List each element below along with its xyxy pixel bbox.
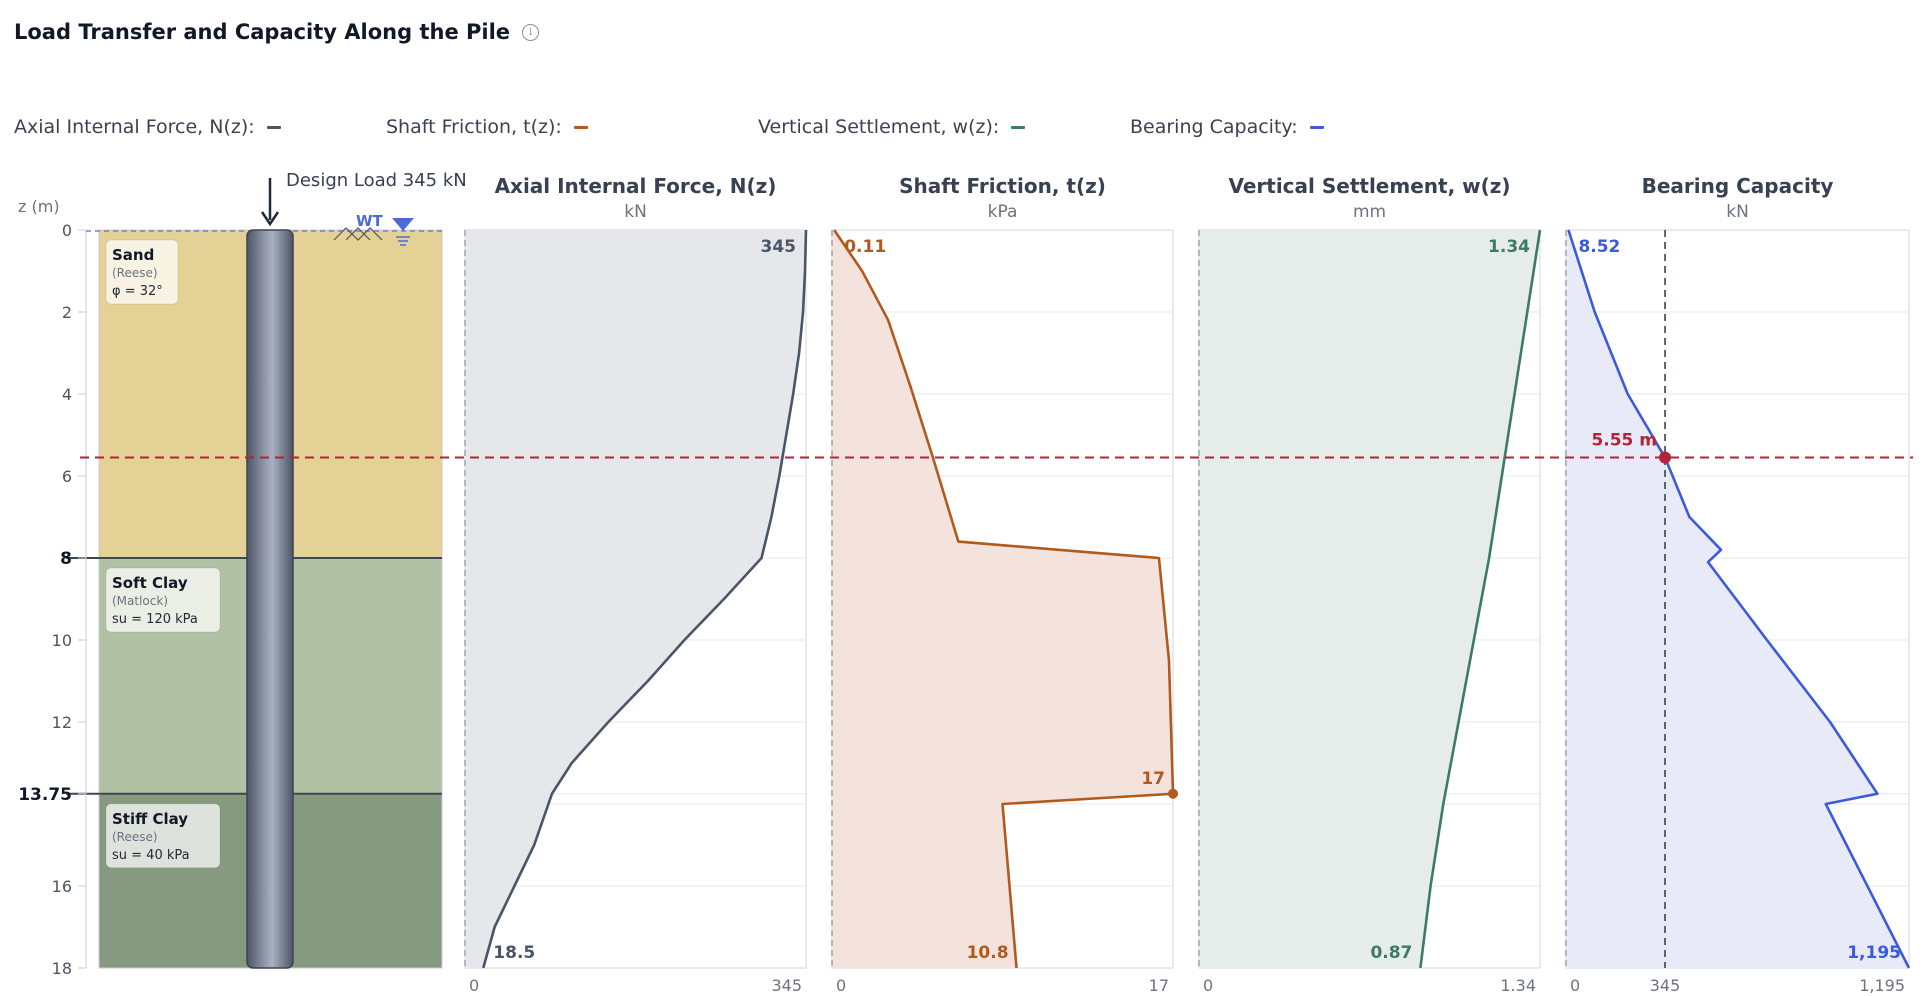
water-table-label: WT	[356, 212, 384, 230]
design-load-label: Design Load 345 kN	[286, 170, 467, 191]
legend-label: Bearing Capacity:	[1130, 116, 1298, 138]
depth-axis-label: z (m)	[18, 197, 60, 216]
series-line	[833, 229, 1175, 969]
panel-title: Axial Internal Force, N(z)	[495, 174, 777, 198]
depth-tick-label: 6	[62, 467, 72, 486]
depth-tick-label: 16	[52, 877, 72, 896]
layer-name: Stiff Clay	[112, 810, 188, 828]
legend: Axial Internal Force, N(z): Shaft Fricti…	[14, 116, 1324, 138]
legend-swatch	[1309, 125, 1324, 129]
series-line	[482, 229, 808, 969]
layer-param: su = 120 kPa	[112, 612, 198, 627]
x-tick-label: 345	[1650, 976, 1681, 995]
critical-depth-marker	[1659, 451, 1672, 464]
x-tick-label: 345	[771, 976, 802, 995]
water-table-icon	[392, 218, 414, 231]
series-data-label: 8.52	[1578, 237, 1620, 257]
legend-item-axial[interactable]: Axial Internal Force, N(z):	[14, 116, 386, 138]
layer-name: Soft Clay	[112, 574, 188, 592]
panel-title: Bearing Capacity	[1642, 174, 1834, 198]
x-tick-label: 1.34	[1500, 976, 1536, 995]
panel-unit: kN	[624, 202, 647, 222]
layer-model: (Reese)	[112, 266, 158, 280]
series-line	[1567, 229, 1911, 969]
layer-card-bg	[105, 803, 221, 869]
series-data-label: 345	[761, 237, 797, 257]
peak-marker	[1168, 788, 1178, 799]
legend-item-shaft[interactable]: Shaft Friction, t(z):	[386, 116, 758, 138]
info-icon[interactable]: i	[522, 23, 540, 41]
layer-model: (Reese)	[112, 830, 158, 844]
series-area	[465, 230, 806, 968]
legend-label: Axial Internal Force, N(z):	[14, 116, 255, 138]
x-tick-label: 1,195	[1859, 976, 1905, 995]
series-data-label: 0.11	[844, 237, 886, 257]
panel-unit: mm	[1353, 202, 1386, 222]
depth-tick-label: 12	[52, 713, 72, 732]
layer-card-bg	[105, 239, 179, 305]
critical-depth-label: 5.55 m	[1591, 431, 1657, 451]
depth-tick-label: 0	[62, 221, 72, 240]
layer-info-card: Sand (Reese) φ = 32°	[105, 239, 179, 305]
depth-tick-label: 18	[52, 959, 72, 978]
legend-label: Shaft Friction, t(z):	[386, 116, 562, 138]
panel-unit: kPa	[988, 202, 1018, 222]
legend-swatch	[573, 125, 588, 129]
layer-param: su = 40 kPa	[112, 848, 190, 863]
x-tick-label: 0	[469, 976, 479, 995]
series-data-label: 1,195	[1847, 943, 1901, 963]
title-row: Load Transfer and Capacity Along the Pil…	[14, 20, 540, 44]
ground-hatch-icon	[345, 227, 371, 241]
layer-model: (Matlock)	[112, 594, 168, 608]
panel-unit: kN	[1726, 202, 1749, 222]
legend-label: Vertical Settlement, w(z):	[758, 116, 1000, 138]
x-tick-label: 17	[1149, 976, 1169, 995]
depth-tick-label: 13.75	[18, 785, 72, 805]
series-data-label: 18.5	[493, 943, 535, 963]
series-area	[1566, 230, 1909, 968]
series-data-label: 17	[1141, 769, 1165, 789]
legend-swatch	[1011, 125, 1026, 129]
layer-info-card: Stiff Clay (Reese) su = 40 kPa	[105, 803, 221, 869]
chart-panel: Axial Internal Force, N(z) kN 345 18.5 0 345	[464, 174, 808, 995]
series-area	[1199, 230, 1540, 968]
layer-param: φ = 32°	[112, 284, 163, 299]
legend-item-settlement[interactable]: Vertical Settlement, w(z):	[758, 116, 1130, 138]
chart-panel: Vertical Settlement, w(z) mm 1.34 0.87 0 1.34	[1198, 174, 1542, 995]
panel-title: Vertical Settlement, w(z)	[1228, 174, 1510, 198]
x-tick-label: 0	[836, 976, 846, 995]
series-data-label: 0.87	[1370, 943, 1412, 963]
series-data-label: 10.8	[967, 943, 1009, 963]
x-tick-label: 0	[1570, 976, 1580, 995]
legend-item-bearing[interactable]: Bearing Capacity:	[1130, 116, 1324, 138]
layer-info-card: Soft Clay (Matlock) su = 120 kPa	[105, 567, 221, 633]
pile-shaft	[246, 229, 294, 969]
series-line	[1419, 229, 1542, 969]
legend-swatch	[266, 125, 281, 129]
x-tick-label: 0	[1203, 976, 1213, 995]
depth-tick-label: 2	[62, 303, 72, 322]
page-title: Load Transfer and Capacity Along the Pil…	[14, 20, 511, 44]
layer-card-bg	[105, 567, 221, 633]
layer-name: Sand	[112, 246, 154, 264]
panel-title: Shaft Friction, t(z)	[899, 174, 1106, 198]
depth-tick-label: 4	[62, 385, 72, 404]
ground-hatch-icon	[333, 227, 383, 241]
series-data-label: 1.34	[1488, 237, 1530, 257]
chart-panel: Bearing Capacity kN 8.52 1,195 0 345 1,195	[1565, 174, 1911, 995]
chart-panel: Shaft Friction, t(z) kPa 0.11 17 10.8 0 17	[831, 174, 1178, 995]
design-load-arrowhead	[260, 211, 280, 227]
depth-tick-label: 10	[52, 631, 72, 650]
series-area	[832, 230, 1173, 968]
depth-tick-label: 8	[60, 549, 72, 569]
